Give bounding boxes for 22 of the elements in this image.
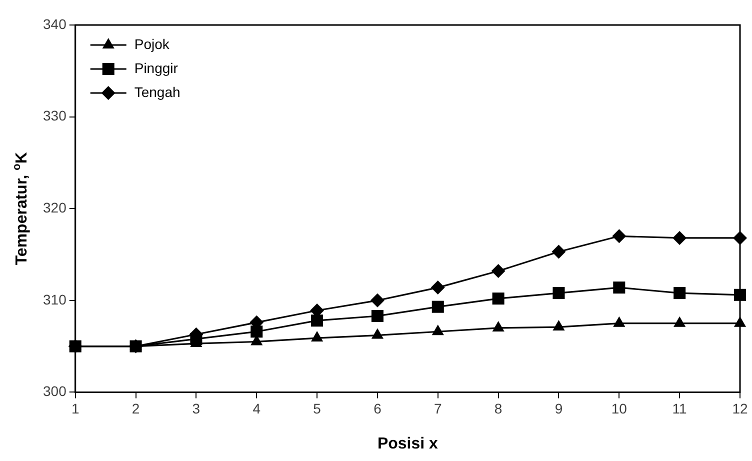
legend-label: Tengah <box>134 84 180 100</box>
x-tick-label: 7 <box>434 400 442 416</box>
x-tick-label: 6 <box>374 400 382 416</box>
y-tick-label: 300 <box>43 383 67 400</box>
x-tick-label: 12 <box>732 400 748 416</box>
x-tick-label: 10 <box>611 400 628 416</box>
x-tick-label: 4 <box>252 400 261 416</box>
y-tick-label: 340 <box>43 16 67 32</box>
x-tick-label: 8 <box>494 400 502 416</box>
y-tick-label: 310 <box>43 291 67 308</box>
x-tick-label: 5 <box>313 400 322 416</box>
x-tick-label: 1 <box>71 400 80 416</box>
legend-label: Pojok <box>134 36 170 52</box>
y-tick-label: 320 <box>43 199 67 216</box>
y-axis-title: Temperatur, oK <box>11 152 30 266</box>
y-tick-label: 330 <box>43 108 67 124</box>
x-axis-title: Posisi x <box>377 436 438 453</box>
x-tick-label: 3 <box>192 400 200 416</box>
legend-label: Pinggir <box>134 60 178 76</box>
x-tick-label: 9 <box>554 400 563 416</box>
x-tick-label: 2 <box>132 400 140 416</box>
x-tick-label: 11 <box>672 400 688 416</box>
